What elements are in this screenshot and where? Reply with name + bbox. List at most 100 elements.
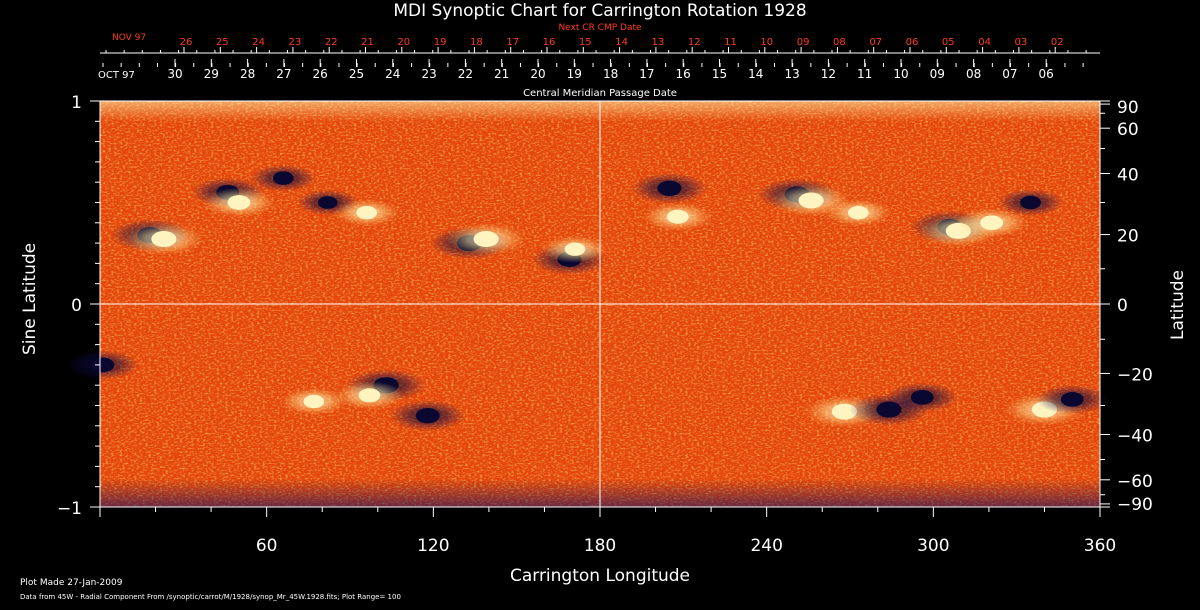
x-tick-label: 360 xyxy=(1084,536,1116,556)
active-region-positive xyxy=(202,187,275,218)
next-cr-day-label: 24 xyxy=(252,37,265,48)
active-region-negative xyxy=(389,400,466,432)
next-cr-day-label: 26 xyxy=(180,37,193,48)
y-right-tick-label: 20 xyxy=(1117,227,1139,247)
y-right-tick-label: 40 xyxy=(1117,166,1139,186)
next-cr-day-label: 11 xyxy=(724,37,737,48)
cmp-day-label: 24 xyxy=(385,67,400,81)
next-cr-day-label: 07 xyxy=(869,37,882,48)
cmp-day-label: 25 xyxy=(349,67,364,81)
active-region-negative xyxy=(886,382,959,413)
active-region-positive xyxy=(281,388,347,415)
cmp-day-label: 13 xyxy=(784,67,799,81)
region-core xyxy=(1060,392,1084,407)
next-cr-day-label: 17 xyxy=(506,37,519,48)
cmp-day-label: 10 xyxy=(893,67,908,81)
next-cr-day-label: 04 xyxy=(978,37,991,48)
next-cr-day-label: 25 xyxy=(216,37,229,48)
active-region-negative xyxy=(66,350,139,380)
next-cr-day-label: 03 xyxy=(1015,37,1028,48)
axes: 60 120 180 240 300 36010−1906040200−20−40−60−… xyxy=(57,37,1153,556)
active-region-negative xyxy=(631,172,708,204)
region-core xyxy=(564,242,586,256)
cmp-day-label: 12 xyxy=(821,67,836,81)
region-core xyxy=(1020,195,1041,210)
next-cr-start-label: NOV 97 xyxy=(112,33,147,43)
cmp-day-label: 14 xyxy=(748,67,763,81)
y-right-tick-label: −20 xyxy=(1117,365,1153,385)
cmp-day-label: 20 xyxy=(530,67,545,81)
cmp-day-label: 30 xyxy=(167,67,182,81)
region-core xyxy=(317,196,338,209)
data-source-note: Data from 45W - Radial Component From /s… xyxy=(20,593,401,601)
cmp-day-label: 29 xyxy=(204,67,219,81)
y-left-tick-label: 0 xyxy=(71,296,82,316)
next-cr-day-label: 02 xyxy=(1051,37,1064,48)
y-right-tick-label: 60 xyxy=(1117,120,1139,140)
region-core xyxy=(91,357,115,373)
active-region-positive xyxy=(446,223,526,256)
region-core xyxy=(473,231,499,248)
active-region-positive xyxy=(335,381,404,410)
next-cr-day-label: 23 xyxy=(289,37,302,48)
region-core xyxy=(847,205,869,220)
active-region-positive xyxy=(825,199,891,227)
cmp-day-label: 19 xyxy=(567,67,582,81)
active-region-negative xyxy=(1036,384,1109,415)
cmp-day-label: 06 xyxy=(1039,67,1054,81)
y-right-tick-label: −40 xyxy=(1117,426,1153,446)
x-tick-label: 60 xyxy=(256,536,278,556)
cmp-day-label: 17 xyxy=(639,67,654,81)
active-region-positive xyxy=(643,202,713,231)
cmp-start-label: OCT 97 xyxy=(98,70,135,81)
x-tick-label: 120 xyxy=(417,536,449,556)
y-right-tick-label: 90 xyxy=(1117,98,1139,118)
region-core xyxy=(798,192,824,209)
cmp-day-label: 27 xyxy=(276,67,291,81)
y-left-tick-label: −1 xyxy=(57,499,82,519)
cmp-day-label: 26 xyxy=(313,67,328,81)
active-region-positive xyxy=(334,199,400,227)
cmp-day-label: 11 xyxy=(857,67,872,81)
next-cr-day-label: 09 xyxy=(797,37,810,48)
chart-title: MDI Synoptic Chart for Carrington Rotati… xyxy=(393,1,807,21)
active-region-negative xyxy=(250,164,316,192)
next-cr-day-label: 19 xyxy=(434,37,447,48)
region-core xyxy=(657,180,682,196)
cmp-day-label: 23 xyxy=(421,67,436,81)
region-core xyxy=(272,171,294,185)
next-cr-day-label: 06 xyxy=(906,37,919,48)
next-cr-day-label: 14 xyxy=(615,37,628,48)
region-core xyxy=(303,394,325,409)
cmp-day-label: 22 xyxy=(458,67,473,81)
cmp-axis-title: Central Meridian Passage Date xyxy=(523,88,677,99)
x-tick-label: 300 xyxy=(917,536,949,556)
region-core xyxy=(666,209,689,224)
next-cr-day-label: 08 xyxy=(833,37,846,48)
active-region-positive xyxy=(542,235,608,263)
next-cr-axis-title: Next CR CMP Date xyxy=(558,23,642,33)
y-right-tick-label: 0 xyxy=(1117,296,1128,316)
y-axis-right-label: Latitude xyxy=(1168,270,1188,340)
region-core xyxy=(358,388,381,403)
next-cr-day-label: 15 xyxy=(579,37,592,48)
y-right-tick-label: −90 xyxy=(1117,495,1153,515)
region-core xyxy=(910,390,934,405)
region-core xyxy=(415,407,440,424)
next-cr-day-label: 05 xyxy=(942,37,955,48)
next-cr-day-label: 22 xyxy=(325,37,338,48)
x-axis-label: Carrington Longitude xyxy=(509,566,691,586)
plot-made-note: Plot Made 27-Jan-2009 xyxy=(20,578,123,588)
active-region-negative xyxy=(997,189,1064,216)
y-axis-left-label: Sine Latitude xyxy=(20,242,40,355)
cmp-day-label: 18 xyxy=(603,67,618,81)
region-core xyxy=(227,195,251,210)
next-cr-day-label: 20 xyxy=(397,37,410,48)
y-right-tick-label: −60 xyxy=(1117,472,1153,492)
cmp-day-label: 09 xyxy=(930,67,945,81)
next-cr-day-label: 12 xyxy=(688,37,701,48)
next-cr-day-label: 18 xyxy=(470,37,483,48)
x-tick-label: 240 xyxy=(750,536,782,556)
